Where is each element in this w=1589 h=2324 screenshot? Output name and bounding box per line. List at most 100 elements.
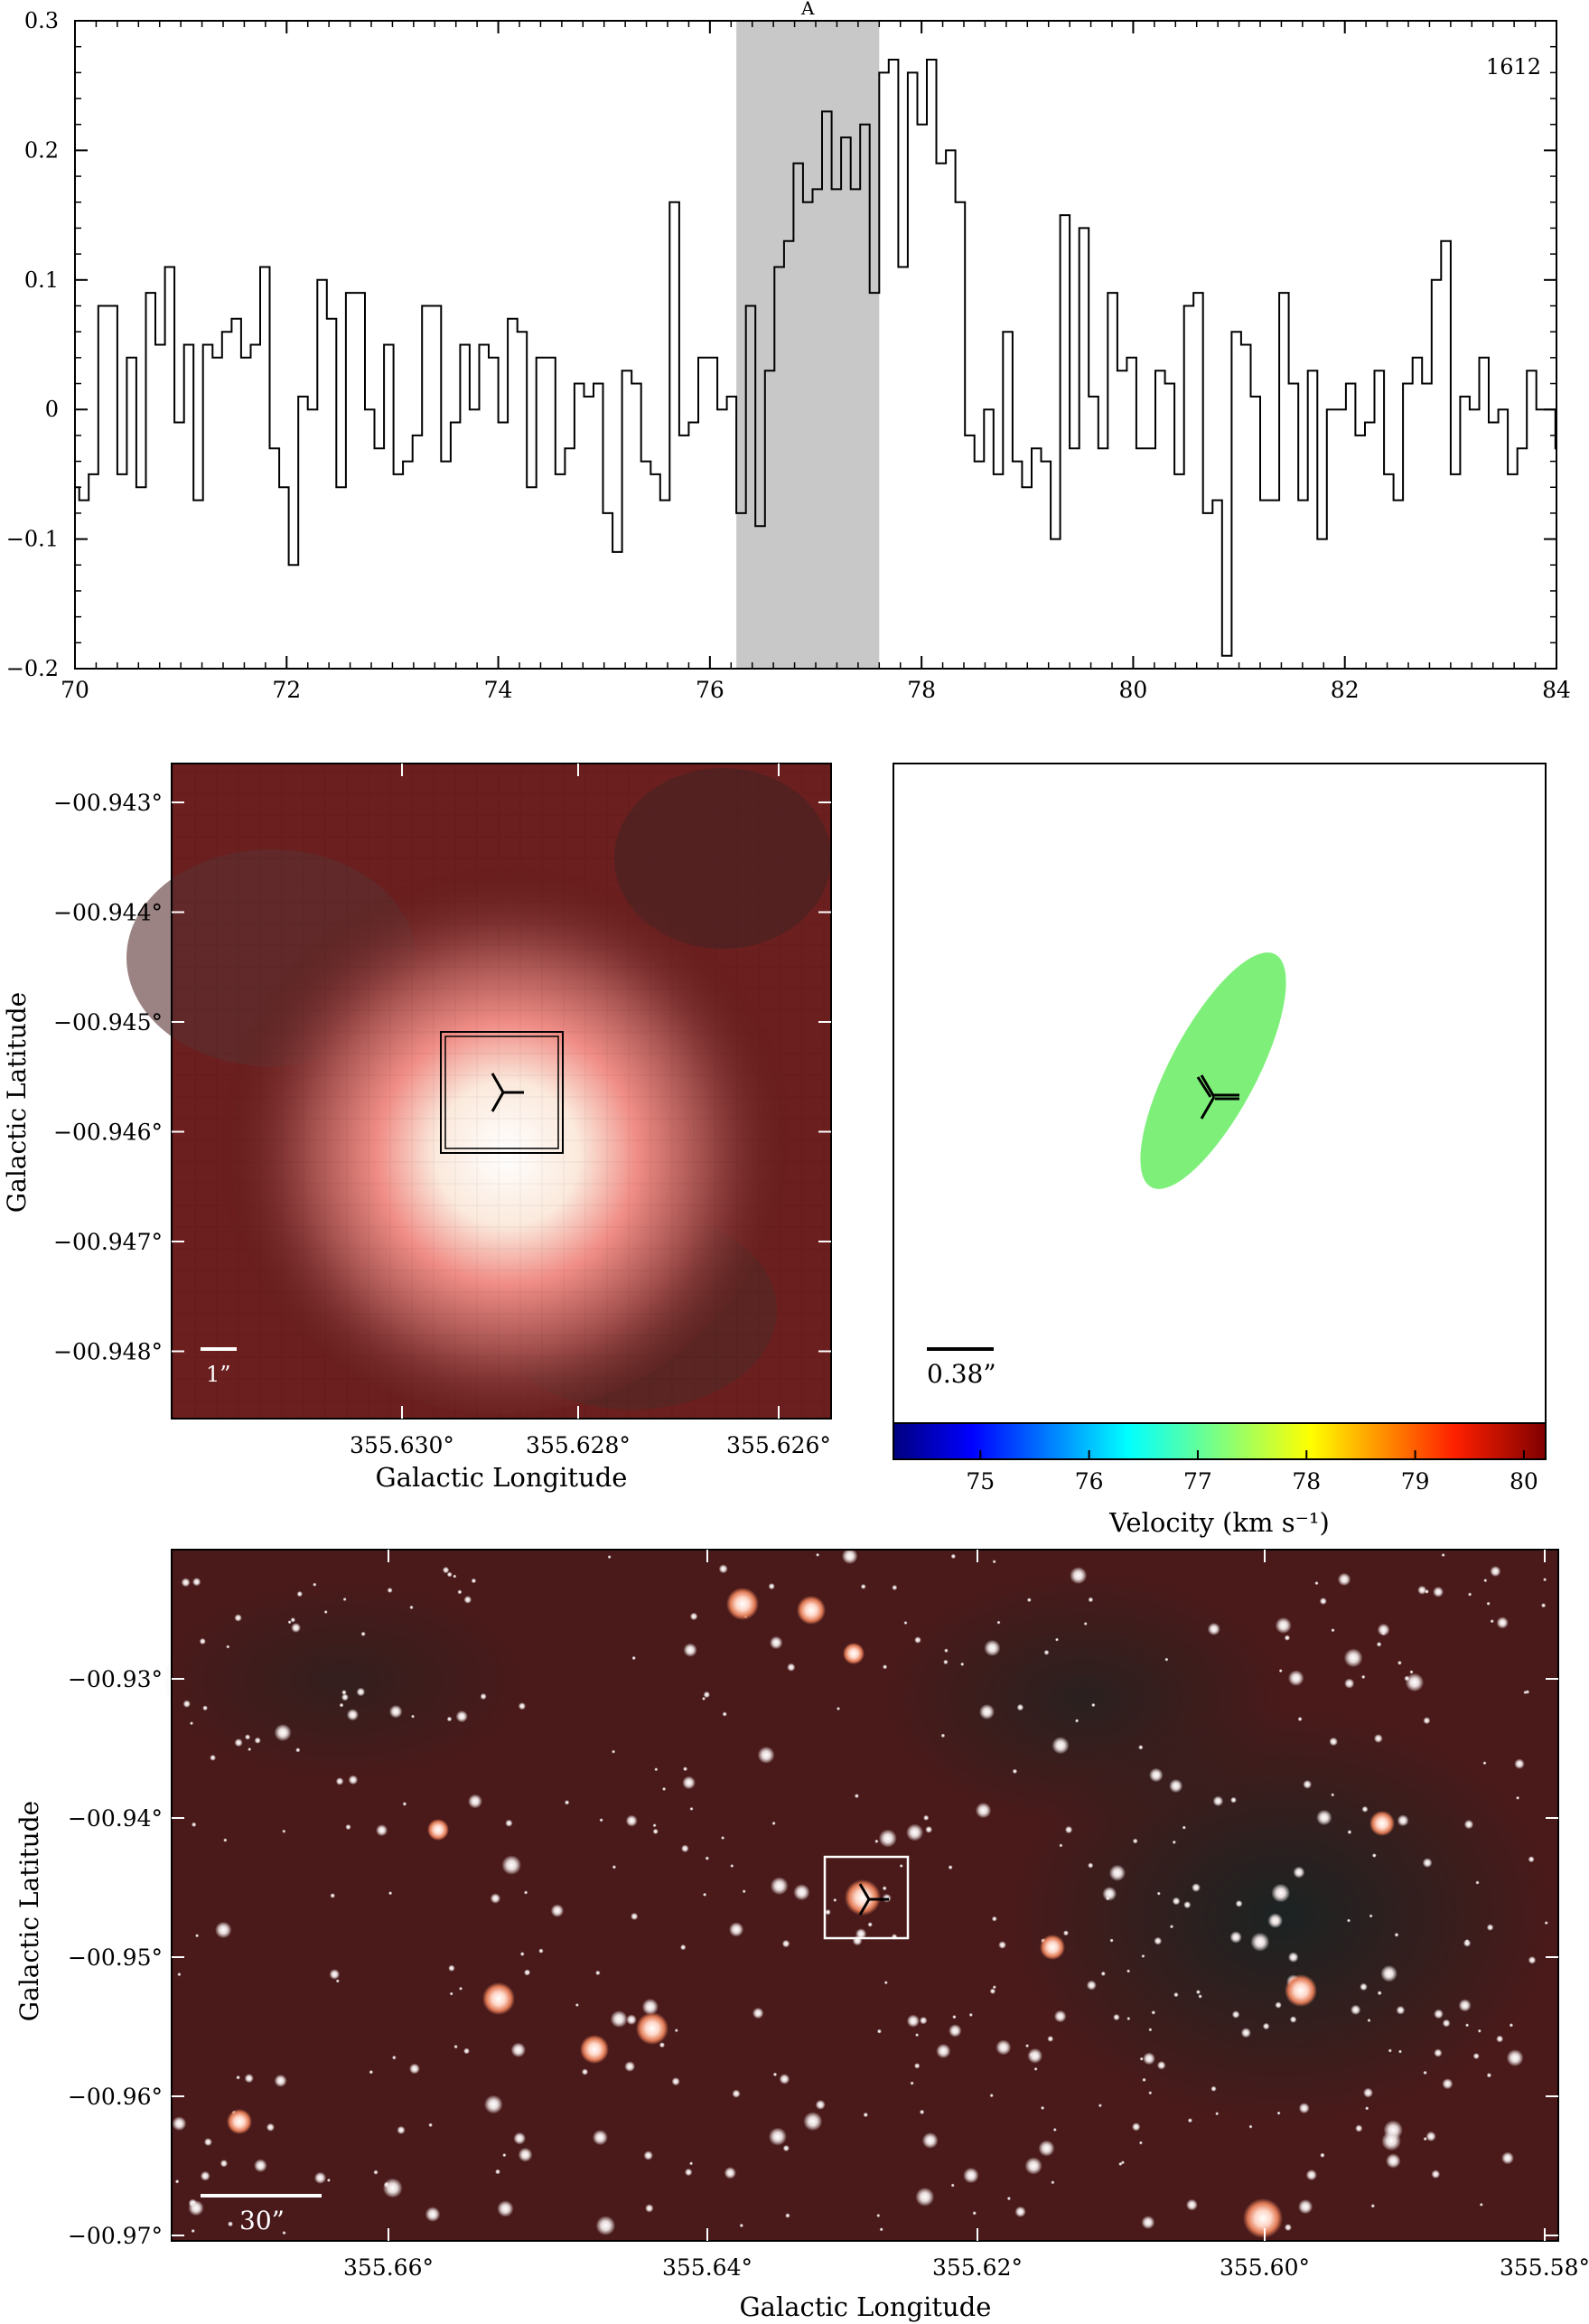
star [244,2074,254,2084]
star [182,1700,191,1708]
star [772,2072,778,2076]
star [662,1786,667,1791]
star [348,1775,359,1785]
star [402,1802,407,1806]
zoom-scale-bar-label: 1” [206,1362,231,1387]
star [1501,2151,1514,2165]
star [291,1623,301,1633]
star [1463,1939,1472,1947]
star [1215,2112,1220,2116]
star [510,2042,526,2057]
star [341,1693,349,1701]
star [525,1970,530,1974]
colorbar-tick-label: 79 [1401,1468,1430,1495]
star [335,1777,344,1785]
star [228,2221,233,2227]
star [1210,2085,1217,2092]
star [645,2204,654,2213]
x-tick-label: 80 [1119,677,1148,703]
star [968,2012,973,2017]
star [282,2231,286,2235]
star [236,2075,240,2080]
star [1486,1601,1491,1606]
y-tick-label: 0.3 [24,8,59,33]
star [682,1776,696,1790]
star [1394,1932,1399,1937]
star [595,2216,616,2235]
star [550,1904,565,1917]
star [1108,1864,1126,1881]
star [1055,1637,1059,1642]
star [979,1704,995,1720]
x-axis-ticks: 70 72 74 76 78 80 82 84 [61,21,1571,703]
star [1516,1795,1520,1800]
star [1138,2141,1143,2145]
star [1231,2010,1240,2019]
star [793,1884,810,1901]
star [685,2168,693,2177]
star [442,1566,450,1574]
star [1187,2118,1192,2123]
star [388,1704,403,1719]
star [1235,1899,1243,1907]
star [1423,2070,1427,2076]
star [502,2153,507,2158]
star [345,1823,351,1831]
star [631,1655,636,1661]
star [680,1944,687,1951]
star [1525,1690,1530,1694]
star [915,2188,935,2207]
star [1305,2169,1317,2181]
star [903,1621,908,1625]
star [296,1590,303,1598]
star [991,1916,997,1922]
x-tick-label: 72 [272,677,301,703]
star [787,1663,796,1672]
star [1528,1856,1535,1863]
star [1486,1924,1494,1931]
star [1186,2198,1198,2211]
star [497,2200,514,2217]
star [1381,1631,1386,1635]
star [816,1552,820,1557]
star [234,1738,243,1748]
star [1172,1840,1176,1844]
star [919,2109,925,2115]
star [671,2077,680,2086]
star [274,1724,292,1741]
star [841,1548,858,1564]
x-tick-label: 82 [1331,677,1360,703]
wide-scale-bar-label: 30” [239,2206,285,2235]
star [1026,1598,1032,1603]
star [323,1610,328,1614]
star [1183,1901,1192,1909]
star [722,1711,727,1717]
star [1363,2087,1373,2098]
star [342,1598,347,1601]
star [689,2161,694,2166]
star [879,2227,883,2232]
star [1138,1745,1144,1750]
star [729,1922,744,1937]
star [330,1893,336,1898]
star [1383,2120,1403,2140]
star [1361,1805,1369,1813]
star [1148,2091,1153,2095]
star [192,1578,201,1587]
star [538,1948,544,1954]
star [883,1981,888,1985]
colorbar [893,1422,1547,1460]
star [702,1696,706,1701]
star [459,1986,463,1991]
star [770,1877,789,1896]
star [1098,2104,1102,2108]
star [779,2074,790,2085]
x-tick-label: 355.64° [662,2254,752,2281]
zoom-x-ticks: 355.630° 355.628° 355.626° [350,764,831,1458]
bright-star [1243,2198,1283,2238]
star [674,2029,678,2033]
star [607,1555,612,1560]
star [998,1941,1006,1949]
star [1143,2052,1155,2066]
star [906,2014,921,2028]
